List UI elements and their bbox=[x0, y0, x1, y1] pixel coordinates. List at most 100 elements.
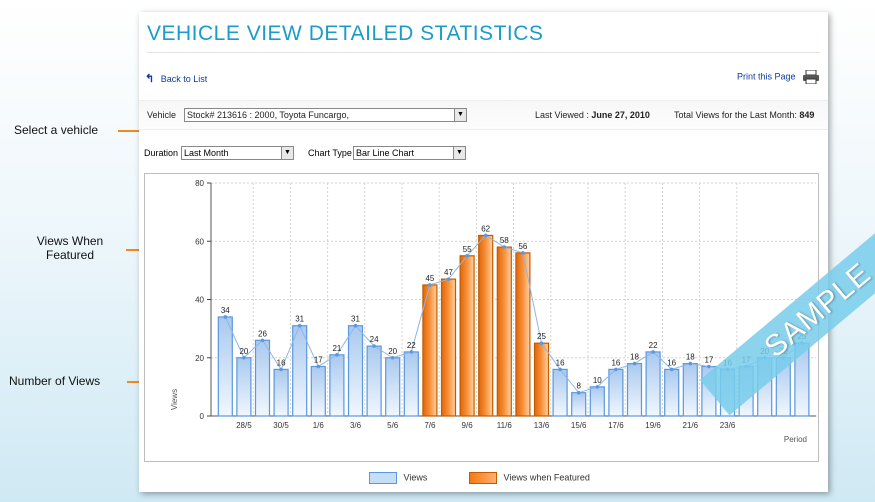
data-label: 22 bbox=[407, 341, 416, 350]
duration-label: Duration bbox=[144, 148, 179, 158]
data-label: 56 bbox=[518, 242, 527, 251]
views-point bbox=[260, 338, 265, 343]
views-chart: 0 20 40 60 80 34 20 26 16 31 17 21 31 24 20 22 45 47 55 62 5… bbox=[170, 179, 817, 444]
featured-views-bar bbox=[422, 284, 438, 417]
data-label: 16 bbox=[556, 358, 565, 367]
x-tick-label: 21/6 bbox=[683, 421, 699, 430]
views-bar bbox=[236, 357, 252, 417]
views-point bbox=[316, 364, 321, 369]
data-label: 17 bbox=[704, 355, 713, 364]
views-point bbox=[576, 390, 581, 395]
featured-views-bar bbox=[533, 342, 550, 417]
data-label: 58 bbox=[500, 236, 509, 245]
data-label: 26 bbox=[258, 329, 267, 338]
views-point bbox=[539, 341, 544, 345]
views-bar bbox=[385, 357, 401, 417]
chart-type-select[interactable]: Bar Line Chart ▼ bbox=[353, 146, 466, 160]
legend-swatch-views bbox=[369, 472, 397, 484]
vehicle-select-value: Stock# 213616 : 2000, Toyota Funcargo, bbox=[187, 110, 349, 120]
chart-legend: Views Views when Featured bbox=[139, 468, 828, 490]
data-label: 17 bbox=[314, 355, 323, 364]
views-point bbox=[465, 254, 469, 258]
views-point bbox=[242, 355, 246, 360]
legend-label-featured: Views when Featured bbox=[503, 472, 590, 483]
views-point bbox=[558, 367, 562, 372]
views-bar bbox=[571, 392, 587, 417]
back-to-list-link[interactable]: Back to List bbox=[160, 74, 208, 84]
data-label: 16 bbox=[611, 358, 620, 367]
featured-views-bar bbox=[496, 246, 512, 417]
total-views-label: Total Views for the Last Month: bbox=[674, 110, 797, 120]
data-label: 16 bbox=[277, 358, 286, 367]
vehicle-select[interactable]: Stock# 213616 : 2000, Toyota Funcargo, ▼ bbox=[184, 108, 467, 122]
views-bar bbox=[552, 368, 568, 417]
annotation-views-when-featured: Views When Featured bbox=[36, 234, 104, 262]
views-point bbox=[502, 245, 507, 249]
views-point bbox=[707, 364, 711, 369]
views-point bbox=[595, 385, 600, 389]
print-page-label[interactable]: Print this Page bbox=[736, 71, 796, 82]
legend-swatch-featured bbox=[469, 472, 497, 484]
x-tick-label: 9/6 bbox=[462, 421, 474, 430]
featured-views-bar bbox=[459, 255, 475, 417]
data-label: 31 bbox=[295, 315, 304, 324]
views-bar bbox=[608, 368, 624, 417]
y-tick-label: 0 bbox=[200, 412, 205, 421]
x-tick-label: 7/6 bbox=[424, 421, 436, 430]
views-point bbox=[688, 361, 693, 366]
duration-select[interactable]: Last Month ▼ bbox=[181, 146, 294, 160]
views-bar bbox=[626, 362, 643, 417]
data-label: 21 bbox=[332, 344, 341, 353]
views-bar bbox=[292, 325, 308, 417]
x-tick-label: 1/6 bbox=[313, 421, 325, 430]
x-tick-label: 13/6 bbox=[534, 421, 550, 430]
x-tick-label: 30/5 bbox=[273, 421, 289, 430]
data-label: 34 bbox=[221, 306, 230, 315]
print-page-link[interactable]: Print this Page bbox=[737, 70, 820, 84]
annotation-line-select-vehicle bbox=[118, 130, 148, 132]
views-bar bbox=[682, 362, 698, 417]
views-line bbox=[224, 234, 803, 394]
views-point bbox=[279, 367, 283, 372]
views-point bbox=[651, 350, 655, 354]
chevron-down-icon[interactable]: ▼ bbox=[454, 109, 466, 121]
x-tick-label: 3/6 bbox=[350, 421, 362, 430]
chart-type-select-value: Bar Line Chart bbox=[356, 148, 415, 158]
views-point bbox=[223, 315, 228, 319]
back-arrow-icon: ↰ bbox=[145, 73, 155, 85]
data-label: 10 bbox=[593, 376, 602, 385]
annotation-number-of-views: Number of Views bbox=[9, 374, 101, 388]
views-bar bbox=[403, 351, 419, 417]
data-label: 18 bbox=[630, 353, 639, 362]
views-point bbox=[483, 233, 488, 238]
y-tick-label: 40 bbox=[195, 296, 204, 305]
total-views-value: 849 bbox=[799, 110, 815, 120]
views-point bbox=[521, 251, 525, 255]
views-bar bbox=[589, 386, 605, 417]
chevron-down-icon[interactable]: ▼ bbox=[453, 147, 465, 159]
views-point bbox=[372, 344, 376, 348]
legend-item-views: Views bbox=[369, 472, 427, 484]
x-tick-label: 5/6 bbox=[387, 421, 399, 430]
data-label: 47 bbox=[444, 268, 453, 277]
legend-label-views: Views bbox=[403, 472, 428, 483]
views-point bbox=[632, 361, 637, 366]
data-label: 20 bbox=[388, 347, 397, 356]
featured-views-bar bbox=[478, 234, 494, 417]
views-bar bbox=[645, 351, 661, 417]
data-label: 55 bbox=[463, 245, 472, 254]
views-point bbox=[353, 323, 358, 328]
chart-type-label: Chart Type bbox=[308, 148, 352, 158]
data-label: 62 bbox=[481, 224, 490, 233]
printer-icon[interactable] bbox=[802, 70, 820, 84]
views-bar bbox=[664, 368, 680, 417]
last-viewed-label: Last Viewed : bbox=[535, 110, 589, 120]
views-point bbox=[428, 283, 432, 287]
data-label: 22 bbox=[649, 341, 658, 350]
x-tick-label: 15/6 bbox=[571, 421, 587, 430]
chevron-down-icon[interactable]: ▼ bbox=[281, 147, 293, 159]
data-label: 45 bbox=[425, 274, 434, 283]
views-point bbox=[614, 367, 618, 372]
legend-item-featured: Views when Featured bbox=[469, 472, 590, 484]
views-bar bbox=[217, 316, 233, 417]
